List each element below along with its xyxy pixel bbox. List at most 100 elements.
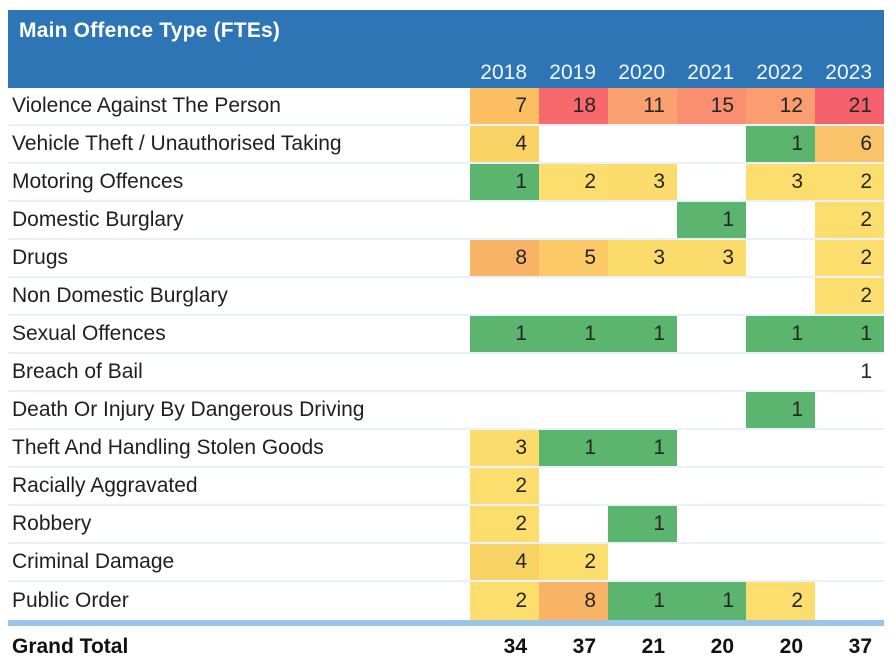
value-cell [746, 468, 815, 504]
value-cell: 2 [539, 544, 608, 580]
offence-label: Sexual Offences [12, 322, 166, 345]
value-cell [539, 392, 608, 428]
value-cell: 3 [608, 240, 677, 276]
value-cell: 3 [746, 164, 815, 200]
value-cell [815, 544, 884, 580]
value-cell: 5 [539, 240, 608, 276]
value-cell [677, 392, 746, 428]
value-cell [677, 126, 746, 162]
grand-total-label: Grand Total [12, 635, 129, 658]
value-cell [539, 354, 608, 390]
value-cell [677, 506, 746, 542]
table-row: Violence Against The Person 7 18 11 15 1… [8, 88, 884, 126]
grand-total-value: 37 [572, 635, 596, 658]
grand-total-value: 34 [503, 635, 527, 658]
value-cell [815, 506, 884, 542]
value-cell [677, 468, 746, 504]
value-cell [608, 278, 677, 314]
year-col-2019: 2019 [549, 61, 596, 84]
value-cell: 2 [815, 202, 884, 238]
table-row: Robbery 2 1 [8, 506, 884, 544]
value-cell [539, 468, 608, 504]
value-cell: 1 [677, 202, 746, 238]
value-cell [470, 278, 539, 314]
value-cell [608, 354, 677, 390]
value-cell [608, 392, 677, 428]
offence-label: Domestic Burglary [12, 208, 184, 231]
offence-label: Criminal Damage [12, 550, 175, 573]
value-cell: 4 [470, 544, 539, 580]
value-cell: 3 [677, 240, 746, 276]
value-cell [470, 392, 539, 428]
value-cell [539, 202, 608, 238]
year-col-2018: 2018 [480, 61, 527, 84]
year-col-2022: 2022 [756, 61, 803, 84]
value-cell [608, 202, 677, 238]
year-col-2023: 2023 [825, 61, 872, 84]
value-cell: 1 [608, 506, 677, 542]
value-cell: 7 [470, 88, 539, 124]
value-cell [470, 202, 539, 238]
value-cell: 1 [539, 430, 608, 466]
value-cell [608, 468, 677, 504]
value-cell: 1 [860, 360, 872, 383]
value-cell [746, 278, 815, 314]
value-cell: 1 [608, 316, 677, 352]
value-cell: 1 [608, 582, 677, 620]
value-cell [470, 354, 539, 390]
offence-label: Vehicle Theft / Unauthorised Taking [12, 132, 342, 155]
value-cell [677, 164, 746, 200]
table-row: Public Order 2 8 1 1 2 [8, 582, 884, 620]
value-cell: 11 [608, 88, 677, 124]
value-cell: 15 [677, 88, 746, 124]
value-cell [608, 126, 677, 162]
table-row: Motoring Offences 1 2 3 3 2 [8, 164, 884, 202]
value-cell [746, 202, 815, 238]
value-cell: 2 [470, 506, 539, 542]
value-cell [539, 278, 608, 314]
table-row: Criminal Damage 4 2 [8, 544, 884, 582]
value-cell: 6 [815, 126, 884, 162]
value-cell [539, 506, 608, 542]
value-cell: 21 [815, 88, 884, 124]
value-cell [677, 354, 746, 390]
value-cell [815, 468, 884, 504]
value-cell [746, 544, 815, 580]
value-cell [815, 392, 884, 428]
offence-label: Robbery [12, 512, 92, 535]
value-cell: 2 [470, 582, 539, 620]
grand-total-value: 21 [641, 635, 665, 658]
table-row: Sexual Offences 1 1 1 1 1 [8, 316, 884, 354]
value-cell [746, 240, 815, 276]
value-cell: 1 [746, 316, 815, 352]
offence-heatmap-table: Main Offence Type (FTEs) 2018 2019 2020 … [8, 10, 884, 668]
value-cell: 2 [746, 582, 815, 620]
offence-label: Motoring Offences [12, 170, 184, 193]
table-row: Drugs 8 5 3 3 2 [8, 240, 884, 278]
value-cell: 1 [677, 582, 746, 620]
value-cell: 1 [470, 164, 539, 200]
value-cell: 1 [608, 430, 677, 466]
value-cell [677, 316, 746, 352]
table-row: Non Domestic Burglary 2 [8, 278, 884, 316]
value-cell [677, 430, 746, 466]
value-cell: 3 [470, 430, 539, 466]
year-col-2021: 2021 [687, 61, 734, 84]
value-cell: 18 [539, 88, 608, 124]
value-cell [608, 544, 677, 580]
table-row: Racially Aggravated 2 [8, 468, 884, 506]
value-cell [815, 430, 884, 466]
value-cell: 8 [470, 240, 539, 276]
value-cell [677, 544, 746, 580]
table-row: Death Or Injury By Dangerous Driving 1 [8, 392, 884, 430]
offence-label: Racially Aggravated [12, 474, 198, 497]
year-header-row: 2018 2019 2020 2021 2022 2023 [470, 61, 884, 85]
grand-total-value: 20 [779, 635, 803, 658]
value-cell: 2 [815, 164, 884, 200]
offence-label: Drugs [12, 246, 69, 269]
offence-label: Violence Against The Person [12, 94, 281, 117]
table-row: Theft And Handling Stolen Goods 3 1 1 [8, 430, 884, 468]
value-cell [677, 278, 746, 314]
value-cell [746, 506, 815, 542]
value-cell [746, 430, 815, 466]
